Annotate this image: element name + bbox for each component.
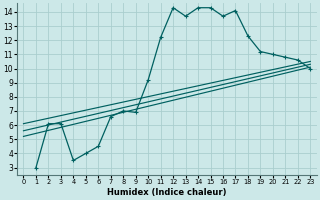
X-axis label: Humidex (Indice chaleur): Humidex (Indice chaleur) <box>107 188 227 197</box>
